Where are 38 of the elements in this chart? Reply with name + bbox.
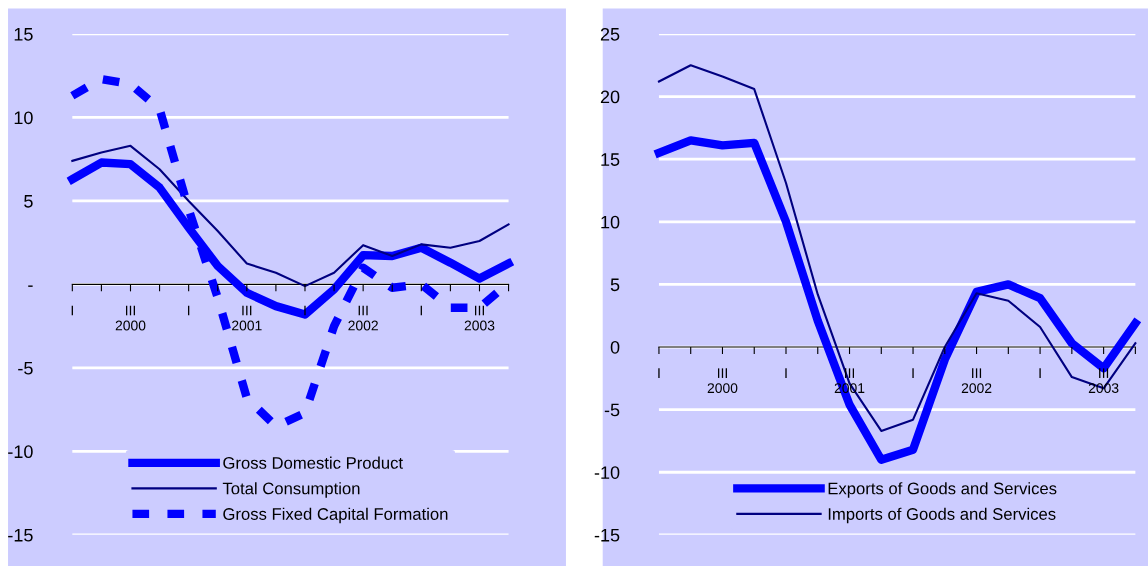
- y-tick-label: 20: [600, 90, 620, 104]
- x-tick-label: I: [420, 305, 422, 316]
- x-tick-label: III 2002: [961, 368, 992, 394]
- x-tick-label: I: [658, 368, 660, 378]
- x-tick-label: I: [912, 368, 914, 378]
- y-tick-label: -5: [18, 362, 33, 375]
- x-tick-label: I: [304, 305, 306, 316]
- x-tick-label: I: [71, 305, 73, 316]
- legend-label: Gross Domestic Product: [223, 456, 403, 469]
- y-tick-label: -10: [8, 445, 33, 459]
- x-tick-label: III 2000: [707, 368, 738, 394]
- legend-label: Exports of Goods and Services: [828, 482, 1057, 498]
- y-tick-label: 15: [601, 153, 620, 166]
- y-tick-label: 10: [14, 111, 33, 125]
- y-tick-label: 5: [610, 278, 620, 292]
- y-tick-label: 5: [24, 195, 33, 208]
- y-tick-label: 15: [14, 28, 33, 41]
- y-tick-label: -15: [594, 528, 620, 542]
- x-tick-label: III 2003: [1088, 368, 1119, 394]
- x-tick-label: III 2002: [348, 305, 378, 331]
- y-tick-label: -: [28, 285, 33, 287]
- y-tick-label: -10: [594, 466, 620, 479]
- legend-label: Imports of Goods and Services: [828, 507, 1056, 524]
- y-tick-label: -5: [604, 403, 620, 417]
- legend-label: Total Consumption: [222, 482, 360, 498]
- x-tick-label: I: [188, 305, 190, 316]
- y-tick-label: 25: [600, 27, 620, 41]
- x-tick-label: III 2000: [115, 305, 146, 331]
- y-tick-label: 10: [601, 215, 620, 229]
- legend-label: Gross Fixed Capital Formation: [223, 507, 448, 524]
- x-tick-label: I: [1039, 368, 1041, 378]
- y-tick-label: -15: [8, 528, 33, 542]
- line-series: [657, 64, 1137, 432]
- line-series: [71, 144, 510, 288]
- x-tick-label: I: [785, 368, 787, 378]
- x-tick-label: III 2001: [232, 305, 262, 331]
- x-tick-label: III 2003: [464, 305, 495, 331]
- y-tick-label: 0: [610, 340, 620, 354]
